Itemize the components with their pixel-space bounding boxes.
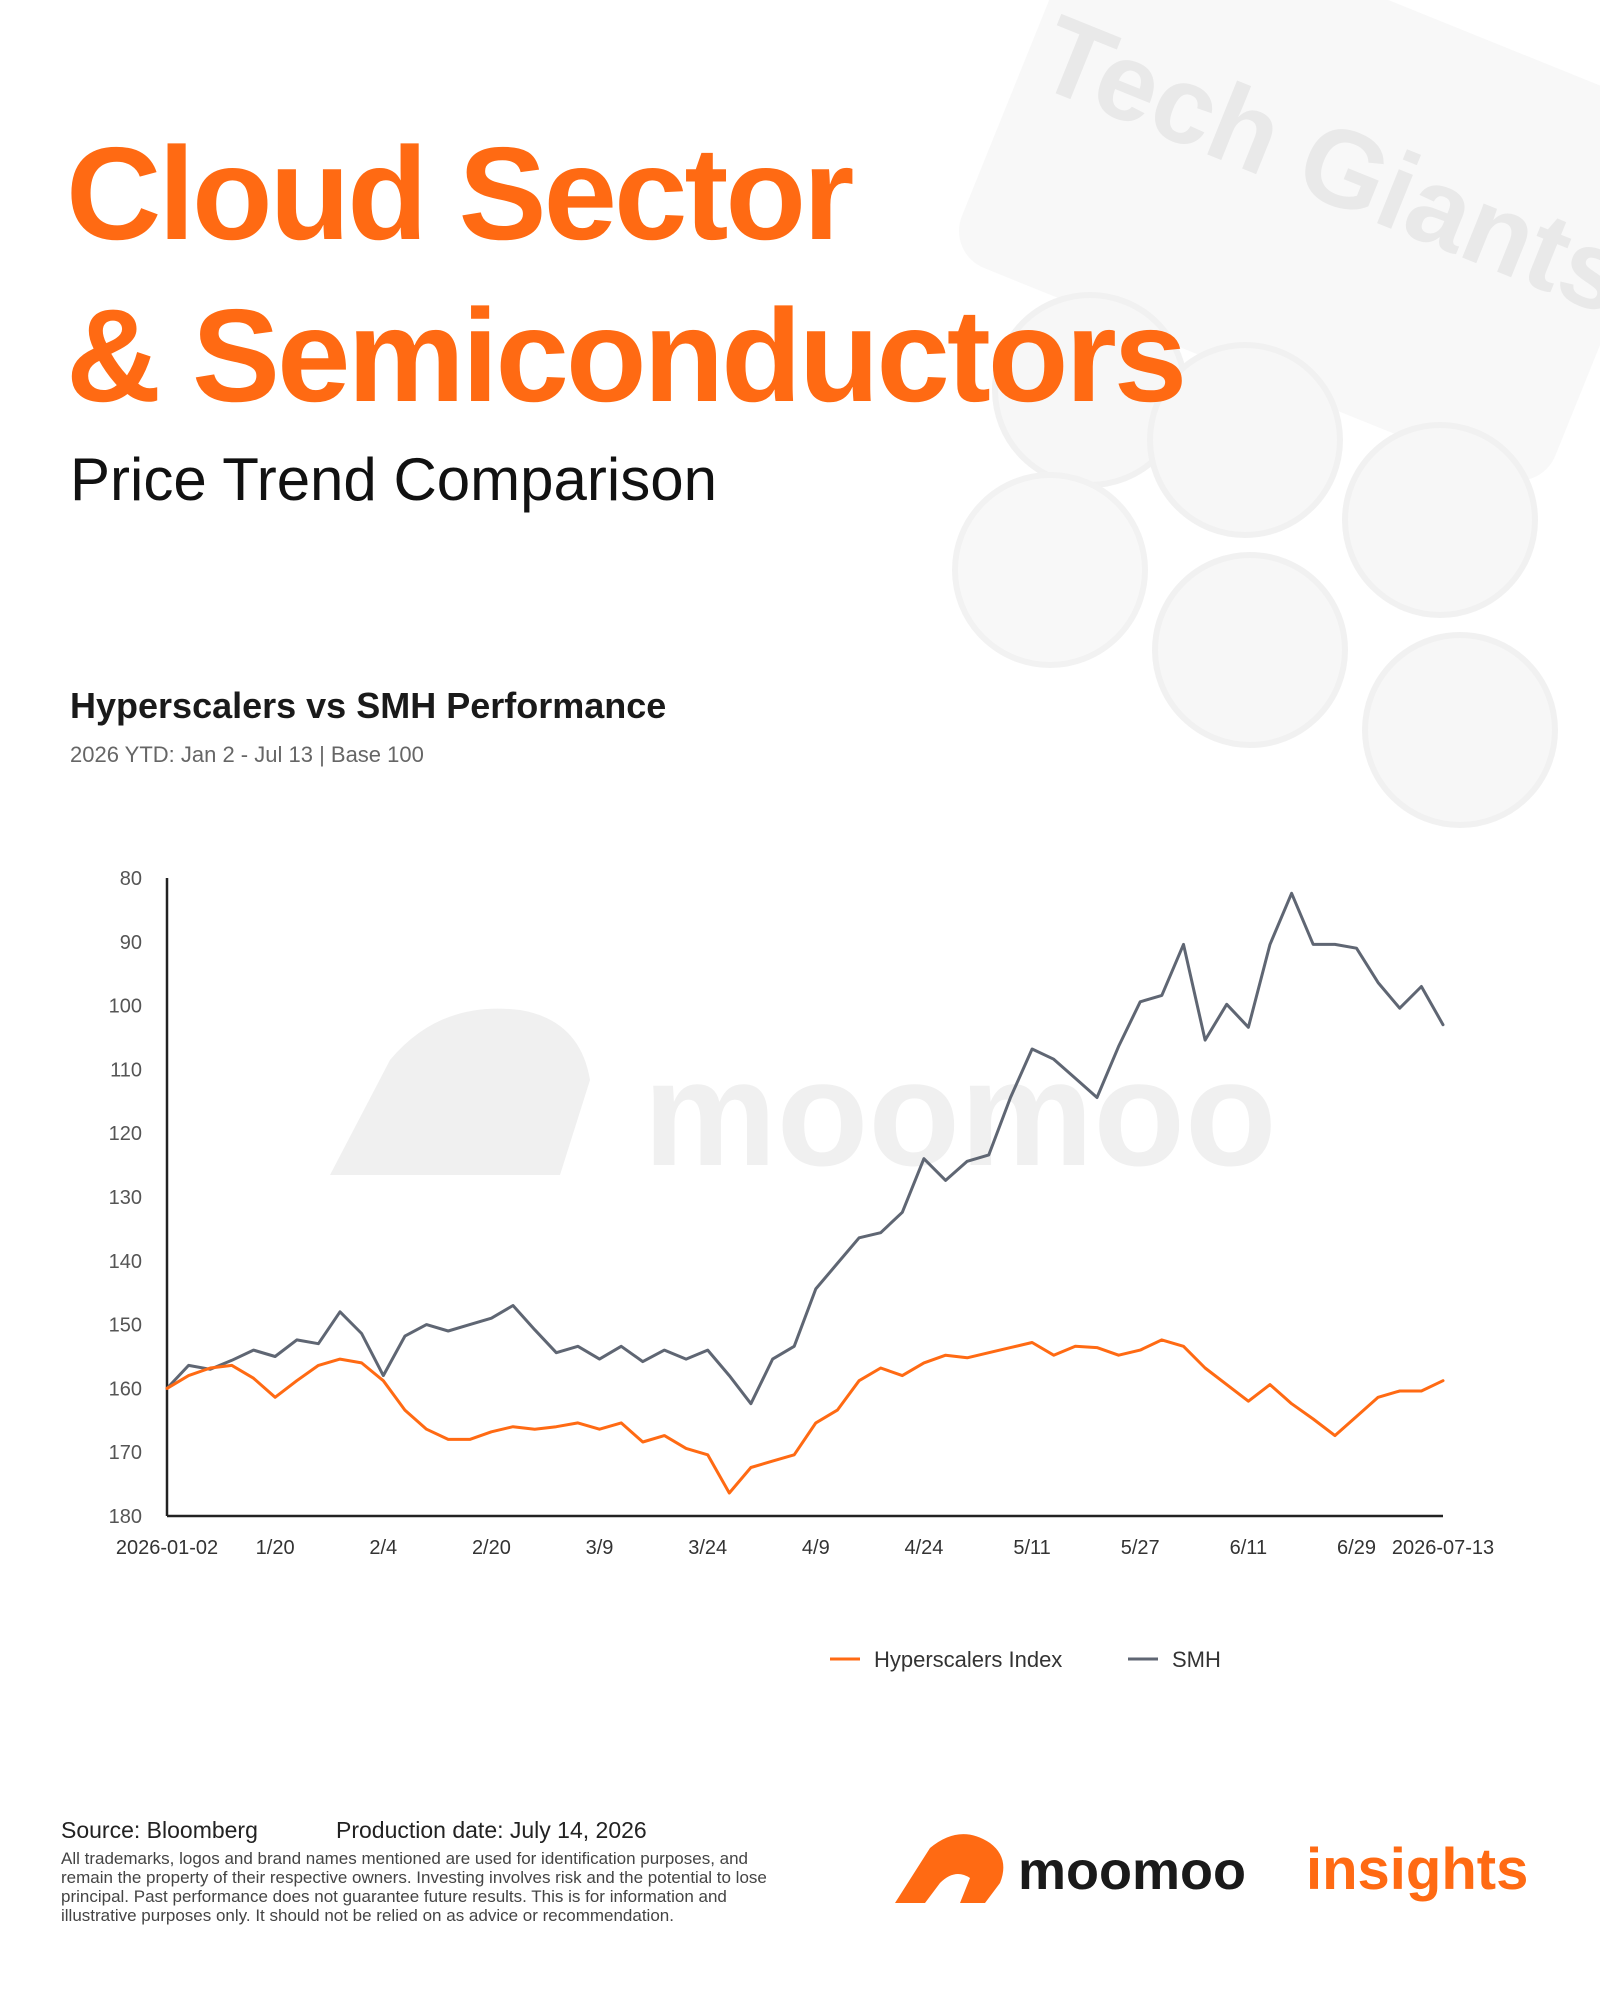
watermark-icon — [330, 1008, 590, 1175]
x-tick-label: 6/29 — [1337, 1537, 1376, 1559]
y-tick-label: 120 — [109, 1123, 142, 1145]
series-line — [165, 1338, 1445, 1495]
logo-text: moomoo — [1018, 1841, 1246, 1901]
x-tick-label: 3/24 — [688, 1537, 727, 1559]
y-tick-label: 130 — [109, 1187, 142, 1209]
watermark: moomoo — [643, 1029, 1276, 1197]
x-tick-label: 4/24 — [904, 1537, 943, 1559]
y-tick-label: 140 — [109, 1251, 142, 1273]
x-tick-label: 2/20 — [472, 1537, 511, 1559]
disclaimer: All trademarks, logos and brand names me… — [61, 1849, 767, 1925]
y-tick-label: 110 — [110, 1059, 142, 1081]
chart-subtitle: 2026 YTD: Jan 2 - Jul 13 | Base 100 — [70, 742, 424, 767]
logo-icon — [895, 1834, 1004, 1903]
x-tick-label: 2/4 — [369, 1537, 397, 1559]
x-tick-label: 3/9 — [586, 1537, 614, 1559]
source: Source: Bloomberg — [61, 1817, 258, 1843]
y-tick-label: 150 — [109, 1315, 142, 1337]
decoration — [952, 0, 1600, 828]
x-tick-label: 1/20 — [256, 1537, 295, 1559]
production-date: Production date: July 14, 2026 — [336, 1817, 647, 1843]
x-tick-label: 2026-01-02 — [116, 1537, 218, 1559]
title-line: & Semiconductors — [66, 282, 1187, 429]
y-tick-label: 90 — [120, 932, 142, 954]
y-tick-label: 170 — [109, 1442, 142, 1464]
legend-label: SMH — [1172, 1647, 1221, 1672]
y-tick-label: 80 — [120, 868, 142, 890]
y-tick-label: 160 — [109, 1378, 142, 1400]
y-tick-label: 180 — [109, 1506, 142, 1528]
y-tick-label: 100 — [109, 996, 142, 1018]
series-line — [165, 891, 1445, 1406]
x-tick-label: 6/11 — [1230, 1537, 1267, 1559]
x-tick-label: 2026-07-13 — [1392, 1537, 1494, 1559]
subtitle: Price Trend Comparison — [70, 446, 717, 513]
chart-title: Hyperscalers vs SMH Performance — [70, 685, 666, 726]
title-line: Cloud Sector — [66, 120, 854, 267]
x-tick-label: 5/27 — [1121, 1537, 1160, 1559]
x-tick-label: 4/9 — [802, 1537, 830, 1559]
logo-brand: insights — [1306, 1837, 1529, 1902]
legend-label: Hyperscalers Index — [874, 1647, 1062, 1672]
x-tick-label: 5/11 — [1013, 1537, 1050, 1559]
